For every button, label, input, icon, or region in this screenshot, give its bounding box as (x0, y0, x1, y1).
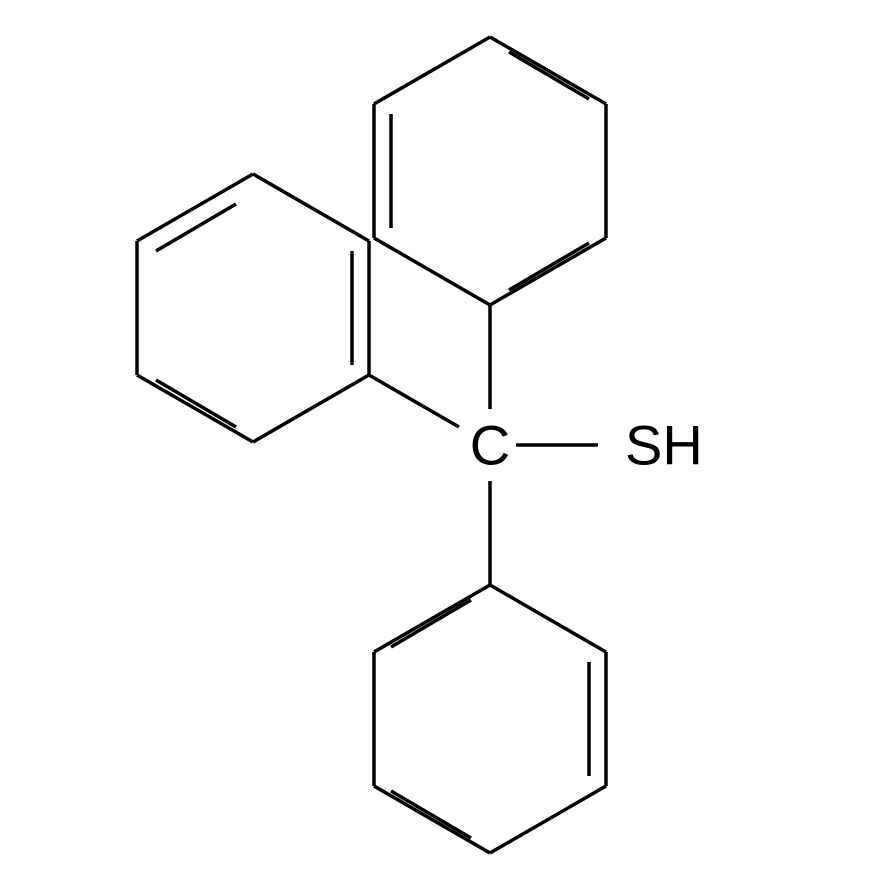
top-ring-double (509, 52, 589, 99)
left-ring-bond (253, 174, 369, 241)
top-ring-double (509, 243, 589, 290)
bottom-ring-bond (374, 786, 490, 853)
bond-attach-left (369, 375, 459, 427)
bottom-ring-bond (490, 585, 606, 652)
left-ring-double (156, 204, 236, 251)
top-ring-bond (374, 238, 490, 305)
left-ring-double (156, 380, 236, 427)
left-ring-bond (253, 375, 369, 442)
bottom-ring-double (391, 600, 471, 647)
molecule-diagram: C SH (0, 0, 890, 890)
bottom-ring-bond (374, 585, 490, 652)
top-ring-bond (374, 37, 490, 104)
bottom-ring-bond (490, 786, 606, 853)
top-ring-bond (490, 238, 606, 305)
atom-carbon-center: C (470, 414, 510, 477)
top-ring-bond (490, 37, 606, 104)
bottom-ring-double (391, 791, 471, 838)
left-ring-bond (137, 174, 253, 241)
left-ring-bond (137, 375, 253, 442)
atom-thiol: SH (625, 414, 703, 477)
